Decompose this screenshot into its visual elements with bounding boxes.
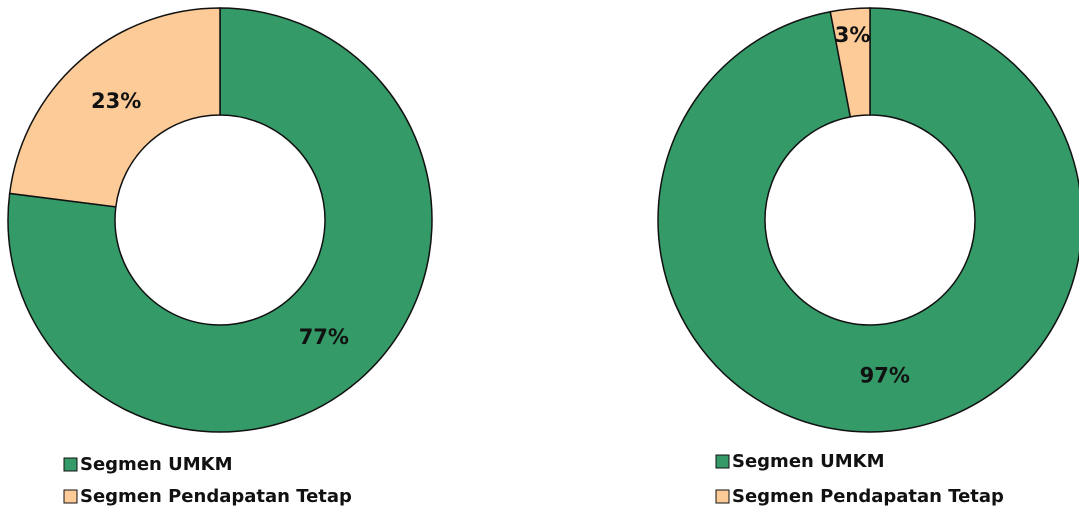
legend-swatch <box>715 489 730 504</box>
legend-label: Segmen UMKM <box>80 454 233 475</box>
slice <box>829 7 871 118</box>
slice <box>7 7 433 433</box>
slice <box>8 7 221 208</box>
legend-swatch <box>63 457 78 472</box>
legend-label: Segmen UMKM <box>732 451 885 472</box>
legend-swatch <box>715 454 730 469</box>
data-label: 3% <box>835 23 871 47</box>
slice <box>657 7 1079 433</box>
legend-label: Segmen Pendapatan Tetap <box>80 486 352 507</box>
data-label: 23% <box>91 89 141 113</box>
legend-label: Segmen Pendapatan Tetap <box>732 486 1004 507</box>
legend-swatch <box>63 489 78 504</box>
data-label: 77% <box>299 325 349 349</box>
data-label: 97% <box>860 363 910 387</box>
